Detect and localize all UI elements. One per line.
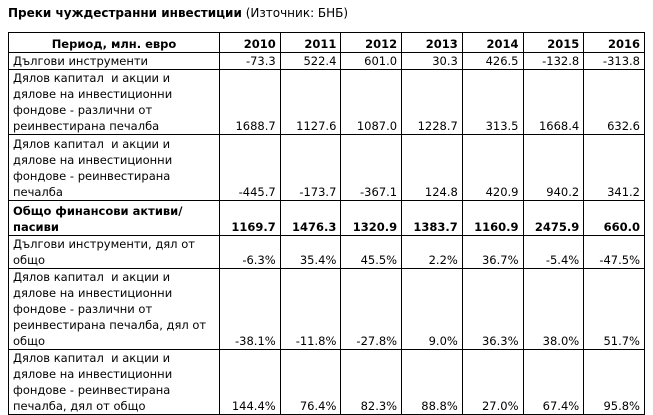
cell: -38.1% (219, 268, 281, 350)
cell: 9.0% (401, 268, 463, 350)
row-label: Общо финансови активи/пасиви (8, 200, 220, 236)
column-header: 2015 (522, 32, 585, 53)
cell: 1169.7 (219, 200, 281, 236)
column-header: 2010 (219, 32, 281, 53)
column-header: 2014 (461, 32, 524, 53)
cell: 36.3% (461, 268, 524, 350)
row-label: Дялов капитал и акции и дялове на инвест… (8, 69, 220, 135)
cell: -367.1 (340, 134, 403, 201)
cell: 1320.9 (340, 200, 403, 236)
cell: 51.7% (583, 268, 645, 350)
table-row: Дългови инструменти, дял от общо -6.3% 35.… (8, 235, 645, 269)
cell: 313.5 (461, 69, 524, 135)
table-body: Дългови инструменти -73.3 522.4 601.0 30.3 42… (8, 52, 645, 415)
cell: 82.3% (340, 349, 403, 415)
cell: -173.7 (279, 134, 342, 201)
title: Преки чуждестранни инвестиции (8, 6, 242, 20)
table-head: Период, млн. евро 2010 2011 2012 2013 2014 201… (8, 32, 645, 53)
cell: -6.3% (219, 235, 281, 269)
cell: 1688.7 (219, 69, 281, 135)
table-row: Дялов капитал и акции и дялове на инвест… (8, 69, 645, 135)
cell: 601.0 (340, 52, 403, 70)
cell: 660.0 (583, 200, 645, 236)
row-label: Дялов капитал и акции и дялове на инвест… (8, 268, 220, 350)
cell: 1087.0 (340, 69, 403, 135)
column-header: 2012 (340, 32, 403, 53)
cell: 1383.7 (401, 200, 463, 236)
cell: 1127.6 (279, 69, 342, 135)
cell: -11.8% (279, 268, 342, 350)
cell: 35.4% (279, 235, 342, 269)
table-row: Общо финансови активи/пасиви 1169.7 1476.3… (8, 200, 645, 236)
table-row: Дялов капитал и акции и дялове на инвест… (8, 134, 645, 201)
cell: -47.5% (583, 235, 645, 269)
cell: 522.4 (279, 52, 342, 70)
cell: 1228.7 (401, 69, 463, 135)
cell: 1668.4 (522, 69, 585, 135)
cell: 1476.3 (279, 200, 342, 236)
column-header: 2016 (583, 32, 645, 53)
table-row: Дългови инструменти -73.3 522.4 601.0 30.3 42… (8, 52, 645, 70)
table: Период, млн. евро 2010 2011 2012 2013 2014 201… (8, 32, 645, 415)
cell: -445.7 (219, 134, 281, 201)
cell: 426.5 (461, 52, 524, 70)
cell: -5.4% (522, 235, 585, 269)
row-label: Дялов капитал и акции и дялове на инвест… (8, 349, 220, 415)
cell: 632.6 (583, 69, 645, 135)
header-row: Период, млн. евро 2010 2011 2012 2013 2014 201… (8, 32, 645, 53)
column-header: 2011 (279, 32, 342, 53)
cell: 95.8% (583, 349, 645, 415)
cell: 2.2% (401, 235, 463, 269)
cell: 2475.9 (522, 200, 585, 236)
cell: 341.2 (583, 134, 645, 201)
cell: 67.4% (522, 349, 585, 415)
column-header: 2013 (401, 32, 463, 53)
cell: 45.5% (340, 235, 403, 269)
cell: 1160.9 (461, 200, 524, 236)
title-line: Преки чуждестранни инвестиции (Източник:… (8, 6, 348, 20)
cell: -27.8% (340, 268, 403, 350)
table-row: Дялов капитал и акции и дялове на инвест… (8, 268, 645, 350)
source: (Източник: БНБ) (245, 6, 349, 20)
cell: 36.7% (461, 235, 524, 269)
cell: 940.2 (522, 134, 585, 201)
column-header: Период, млн. евро (8, 32, 220, 53)
cell: -132.8 (522, 52, 585, 70)
cell: 76.4% (279, 349, 342, 415)
cell: 38.0% (522, 268, 585, 350)
cell: 30.3 (401, 52, 463, 70)
row-label: Дялов капитал и акции и дялове на инвест… (8, 134, 220, 201)
cell: 88.8% (401, 349, 463, 415)
cell: 27.0% (461, 349, 524, 415)
cell: 124.8 (401, 134, 463, 201)
row-label: Дългови инструменти, дял от общо (8, 235, 220, 269)
cell: 420.9 (461, 134, 524, 201)
row-label: Дългови инструменти (8, 52, 220, 70)
table-row: Дялов капитал и акции и дялове на инвест… (8, 349, 645, 415)
cell: 144.4% (219, 349, 281, 415)
cell: -73.3 (219, 52, 281, 70)
cell: -313.8 (583, 52, 645, 70)
